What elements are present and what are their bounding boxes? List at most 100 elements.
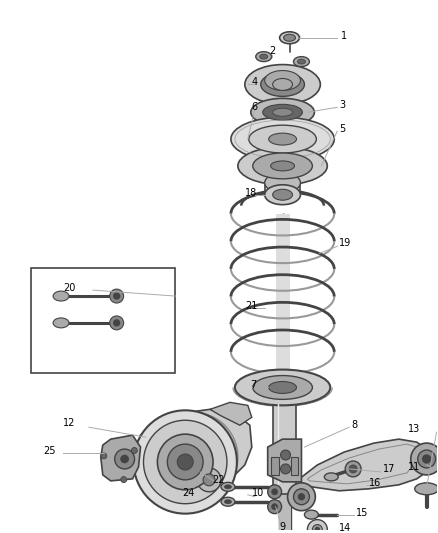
Circle shape [288,483,315,511]
Ellipse shape [265,70,300,91]
Circle shape [272,489,278,495]
Ellipse shape [245,64,320,104]
Ellipse shape [221,497,235,506]
Ellipse shape [297,59,305,64]
Bar [290,457,298,475]
Circle shape [197,468,221,492]
Text: 12: 12 [63,418,75,428]
Ellipse shape [260,54,268,59]
Ellipse shape [261,72,304,96]
Text: 6: 6 [252,102,258,112]
Circle shape [281,450,290,460]
Ellipse shape [238,147,327,185]
Circle shape [115,449,134,469]
Text: 19: 19 [339,238,351,248]
Circle shape [120,455,129,463]
Ellipse shape [251,99,314,126]
Ellipse shape [221,482,235,491]
Ellipse shape [324,473,338,481]
Circle shape [157,434,213,490]
Text: 15: 15 [356,507,368,518]
Text: 11: 11 [408,462,420,472]
Ellipse shape [265,185,300,205]
Circle shape [121,477,127,482]
Circle shape [114,293,120,299]
Text: 17: 17 [383,464,396,474]
Ellipse shape [272,189,293,200]
Circle shape [131,448,138,454]
Ellipse shape [224,485,231,489]
Text: 8: 8 [351,420,357,430]
Polygon shape [300,439,429,491]
Circle shape [114,320,120,326]
Ellipse shape [235,369,330,406]
Circle shape [307,520,327,533]
Circle shape [345,461,361,477]
Text: 3: 3 [339,100,345,110]
Circle shape [144,420,227,504]
Text: 25: 25 [43,446,56,456]
Text: 1: 1 [341,31,347,41]
Circle shape [110,289,124,303]
Circle shape [167,444,203,480]
Ellipse shape [265,173,300,193]
Polygon shape [210,402,252,425]
Circle shape [293,489,309,505]
Ellipse shape [256,52,272,62]
Circle shape [268,500,282,514]
Text: 10: 10 [252,488,264,498]
Text: 20: 20 [63,283,75,293]
Text: 18: 18 [245,188,257,198]
Circle shape [418,450,435,468]
Ellipse shape [263,104,303,120]
Polygon shape [268,439,301,482]
Ellipse shape [253,153,312,179]
Circle shape [177,454,193,470]
Circle shape [423,455,431,463]
Bar [279,494,290,533]
Circle shape [298,494,304,500]
Ellipse shape [253,376,312,399]
Ellipse shape [53,291,69,301]
Polygon shape [101,435,141,481]
Ellipse shape [268,382,297,393]
Text: 24: 24 [182,488,194,498]
Circle shape [268,485,282,499]
Circle shape [101,453,107,459]
Ellipse shape [268,133,297,145]
Circle shape [134,410,237,514]
Ellipse shape [53,318,69,328]
Text: 5: 5 [339,124,346,134]
Circle shape [349,465,357,473]
Text: 22: 22 [212,475,225,485]
Text: 9: 9 [279,522,286,531]
Text: 13: 13 [408,424,420,434]
Ellipse shape [272,78,293,91]
Ellipse shape [279,32,300,44]
Bar [31,268,175,373]
Ellipse shape [249,125,316,153]
Ellipse shape [293,56,309,67]
Ellipse shape [304,510,318,519]
Bar [272,405,297,494]
Circle shape [312,524,322,533]
Circle shape [315,528,319,531]
Text: 2: 2 [270,46,276,55]
Text: 7: 7 [250,381,256,391]
Text: 16: 16 [369,478,381,488]
Circle shape [110,316,124,330]
Circle shape [411,443,438,475]
Polygon shape [138,409,252,479]
Text: 4: 4 [252,77,258,87]
Circle shape [272,504,278,510]
Circle shape [281,464,290,474]
Ellipse shape [283,34,296,41]
Bar [271,457,279,475]
Ellipse shape [415,483,438,495]
Text: 14: 14 [339,522,351,532]
Text: 21: 21 [245,301,257,311]
Ellipse shape [272,108,293,116]
Circle shape [203,474,215,486]
Bar [276,214,290,409]
Ellipse shape [271,161,294,171]
